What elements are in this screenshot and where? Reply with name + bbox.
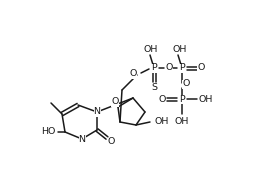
Text: O: O bbox=[182, 80, 190, 88]
Text: OH: OH bbox=[144, 44, 158, 53]
Text: P: P bbox=[179, 94, 185, 104]
Text: N: N bbox=[93, 108, 101, 116]
Text: OH: OH bbox=[155, 118, 169, 126]
Text: O: O bbox=[111, 98, 119, 106]
Text: N: N bbox=[78, 135, 86, 143]
Text: HO: HO bbox=[41, 128, 55, 136]
Text: O: O bbox=[197, 64, 205, 73]
Text: O: O bbox=[165, 64, 173, 73]
Text: O: O bbox=[107, 138, 115, 146]
Text: O: O bbox=[158, 94, 166, 104]
Text: P: P bbox=[151, 64, 157, 73]
Text: OH: OH bbox=[173, 44, 187, 53]
Text: OH: OH bbox=[199, 94, 213, 104]
Text: S: S bbox=[151, 84, 157, 92]
Text: P: P bbox=[179, 64, 185, 73]
Text: O: O bbox=[129, 70, 137, 78]
Text: OH: OH bbox=[175, 116, 189, 125]
